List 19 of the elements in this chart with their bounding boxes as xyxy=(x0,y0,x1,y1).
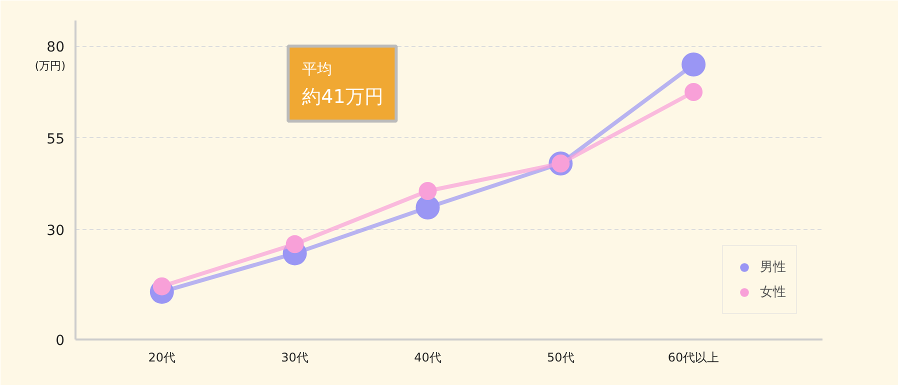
y-tick-label: 80 xyxy=(46,40,65,56)
y-tick-label: 55 xyxy=(46,131,65,148)
y-tick-label: 0 xyxy=(56,333,65,349)
x-tick-label: 60代以上 xyxy=(668,350,720,364)
legend-label: 女性 xyxy=(760,284,786,301)
point xyxy=(416,196,440,220)
annotation: 約41万円 xyxy=(302,86,384,108)
x-tick-label: 40代 xyxy=(414,350,442,364)
point xyxy=(418,182,437,200)
x-tick-label: 50代 xyxy=(547,350,574,364)
x-tick-label: 20代 xyxy=(148,350,176,364)
annotation: 平均 xyxy=(302,60,332,78)
y-tick-label: 30 xyxy=(46,223,65,239)
x-tick-label: 30代 xyxy=(281,350,308,364)
legend-label: 男性 xyxy=(760,259,786,276)
point xyxy=(684,83,703,101)
point xyxy=(682,52,706,76)
y-axis-title: (万円) xyxy=(34,60,66,73)
point xyxy=(286,235,304,254)
